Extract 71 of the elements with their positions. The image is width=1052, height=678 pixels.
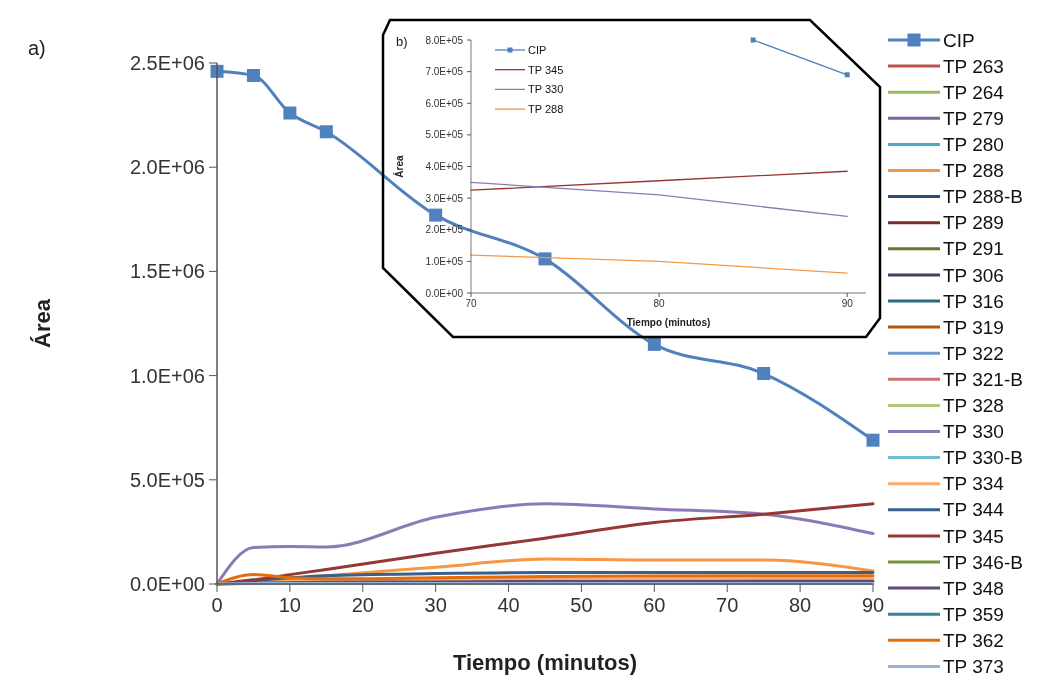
y-axis-title: Área: [393, 154, 405, 178]
legend-label: TP 263: [943, 55, 1004, 77]
y-tick-label: 2.0E+05: [425, 224, 464, 236]
text: b): [396, 34, 408, 49]
legend-label: TP 330-B: [943, 447, 1023, 469]
x-tick-label: 80: [653, 298, 666, 309]
legend-label: TP 328: [943, 395, 1004, 417]
x-tick-label: 20: [351, 594, 374, 616]
y-tick-label: 6.0E+05: [425, 97, 464, 109]
x-axis-title: Tiempo (minutos): [452, 650, 638, 675]
y-tick-label: 2.0E+06: [129, 156, 205, 179]
x-tick-label: 90: [861, 594, 885, 616]
y-tick-label: 3.0E+05: [425, 192, 464, 204]
x-tick-label: 10: [278, 594, 302, 616]
point: [319, 125, 333, 139]
legend-label: TP 346-B: [943, 551, 1023, 573]
legend-label: TP 322: [943, 342, 1004, 364]
y-tick-label: 0.0E+00: [129, 573, 205, 595]
legend-label: TP 373: [943, 656, 1004, 678]
x-tick-label: 70: [716, 594, 739, 616]
legend-label: TP 288-B: [943, 186, 1023, 208]
legend-label: TP 362: [943, 629, 1004, 651]
y-tick-label: 4.0E+05: [425, 161, 464, 172]
x-tick-label: 0: [211, 594, 223, 616]
legend-label: TP 280: [943, 134, 1004, 156]
legend-label: TP 279: [943, 107, 1004, 129]
point: [866, 433, 880, 447]
point: [283, 106, 297, 120]
legend-label: TP 288: [943, 160, 1004, 182]
legend-label: CIP: [943, 29, 975, 51]
point: [757, 367, 771, 381]
x-tick-label: 80: [788, 594, 812, 616]
legend-label: TP 334: [943, 473, 1005, 495]
legend-label: TP 319: [943, 316, 1004, 338]
y-tick-label: 8.0E+05: [425, 34, 464, 46]
legend-label: TP 321-B: [943, 368, 1023, 390]
legend-label: TP 264: [943, 81, 1005, 103]
legend-label: TP 316: [943, 290, 1004, 312]
point: [538, 252, 552, 266]
legend-label: CIP: [528, 43, 547, 56]
x-tick-label: 40: [497, 594, 520, 616]
x-tick-label: 60: [643, 594, 666, 616]
point: [429, 208, 443, 222]
y-tick-label: 7.0E+05: [425, 66, 464, 78]
x-tick-label: 90: [841, 298, 854, 309]
y-tick-label: 1.0E+05: [425, 255, 464, 267]
legend-label: TP 359: [943, 603, 1004, 625]
x-tick-label: 50: [570, 594, 593, 616]
legend-label: TP 291: [943, 238, 1004, 260]
y-axis-title: Área: [30, 298, 55, 348]
legend-label: TP 330: [528, 83, 564, 96]
legend-label: TP 345: [528, 63, 564, 76]
point: [647, 337, 661, 351]
legend-label: TP 344: [943, 499, 1005, 521]
y-tick-label: 5.0E+05: [129, 468, 205, 491]
y-tick-label: 1.5E+06: [129, 260, 205, 283]
x-tick-label: 30: [424, 594, 447, 616]
legend-label: TP 289: [943, 212, 1004, 234]
legend-label: TP 348: [943, 577, 1004, 599]
text: a): [28, 37, 46, 59]
y-tick-label: 2.5E+06: [129, 52, 205, 74]
y-tick-label: 1.0E+06: [129, 364, 205, 387]
x-axis-title: Tiempo (minutos): [626, 317, 711, 328]
y-tick-label: 0.0E+00: [425, 287, 464, 299]
legend-label: TP 288: [528, 102, 564, 115]
legend-label: TP 306: [943, 264, 1004, 286]
legend-label: TP 330: [943, 421, 1004, 443]
x-tick-label: 70: [465, 298, 477, 309]
y-tick-label: 5.0E+05: [425, 129, 464, 141]
point: [246, 69, 260, 82]
legend-label: TP 345: [943, 525, 1004, 547]
